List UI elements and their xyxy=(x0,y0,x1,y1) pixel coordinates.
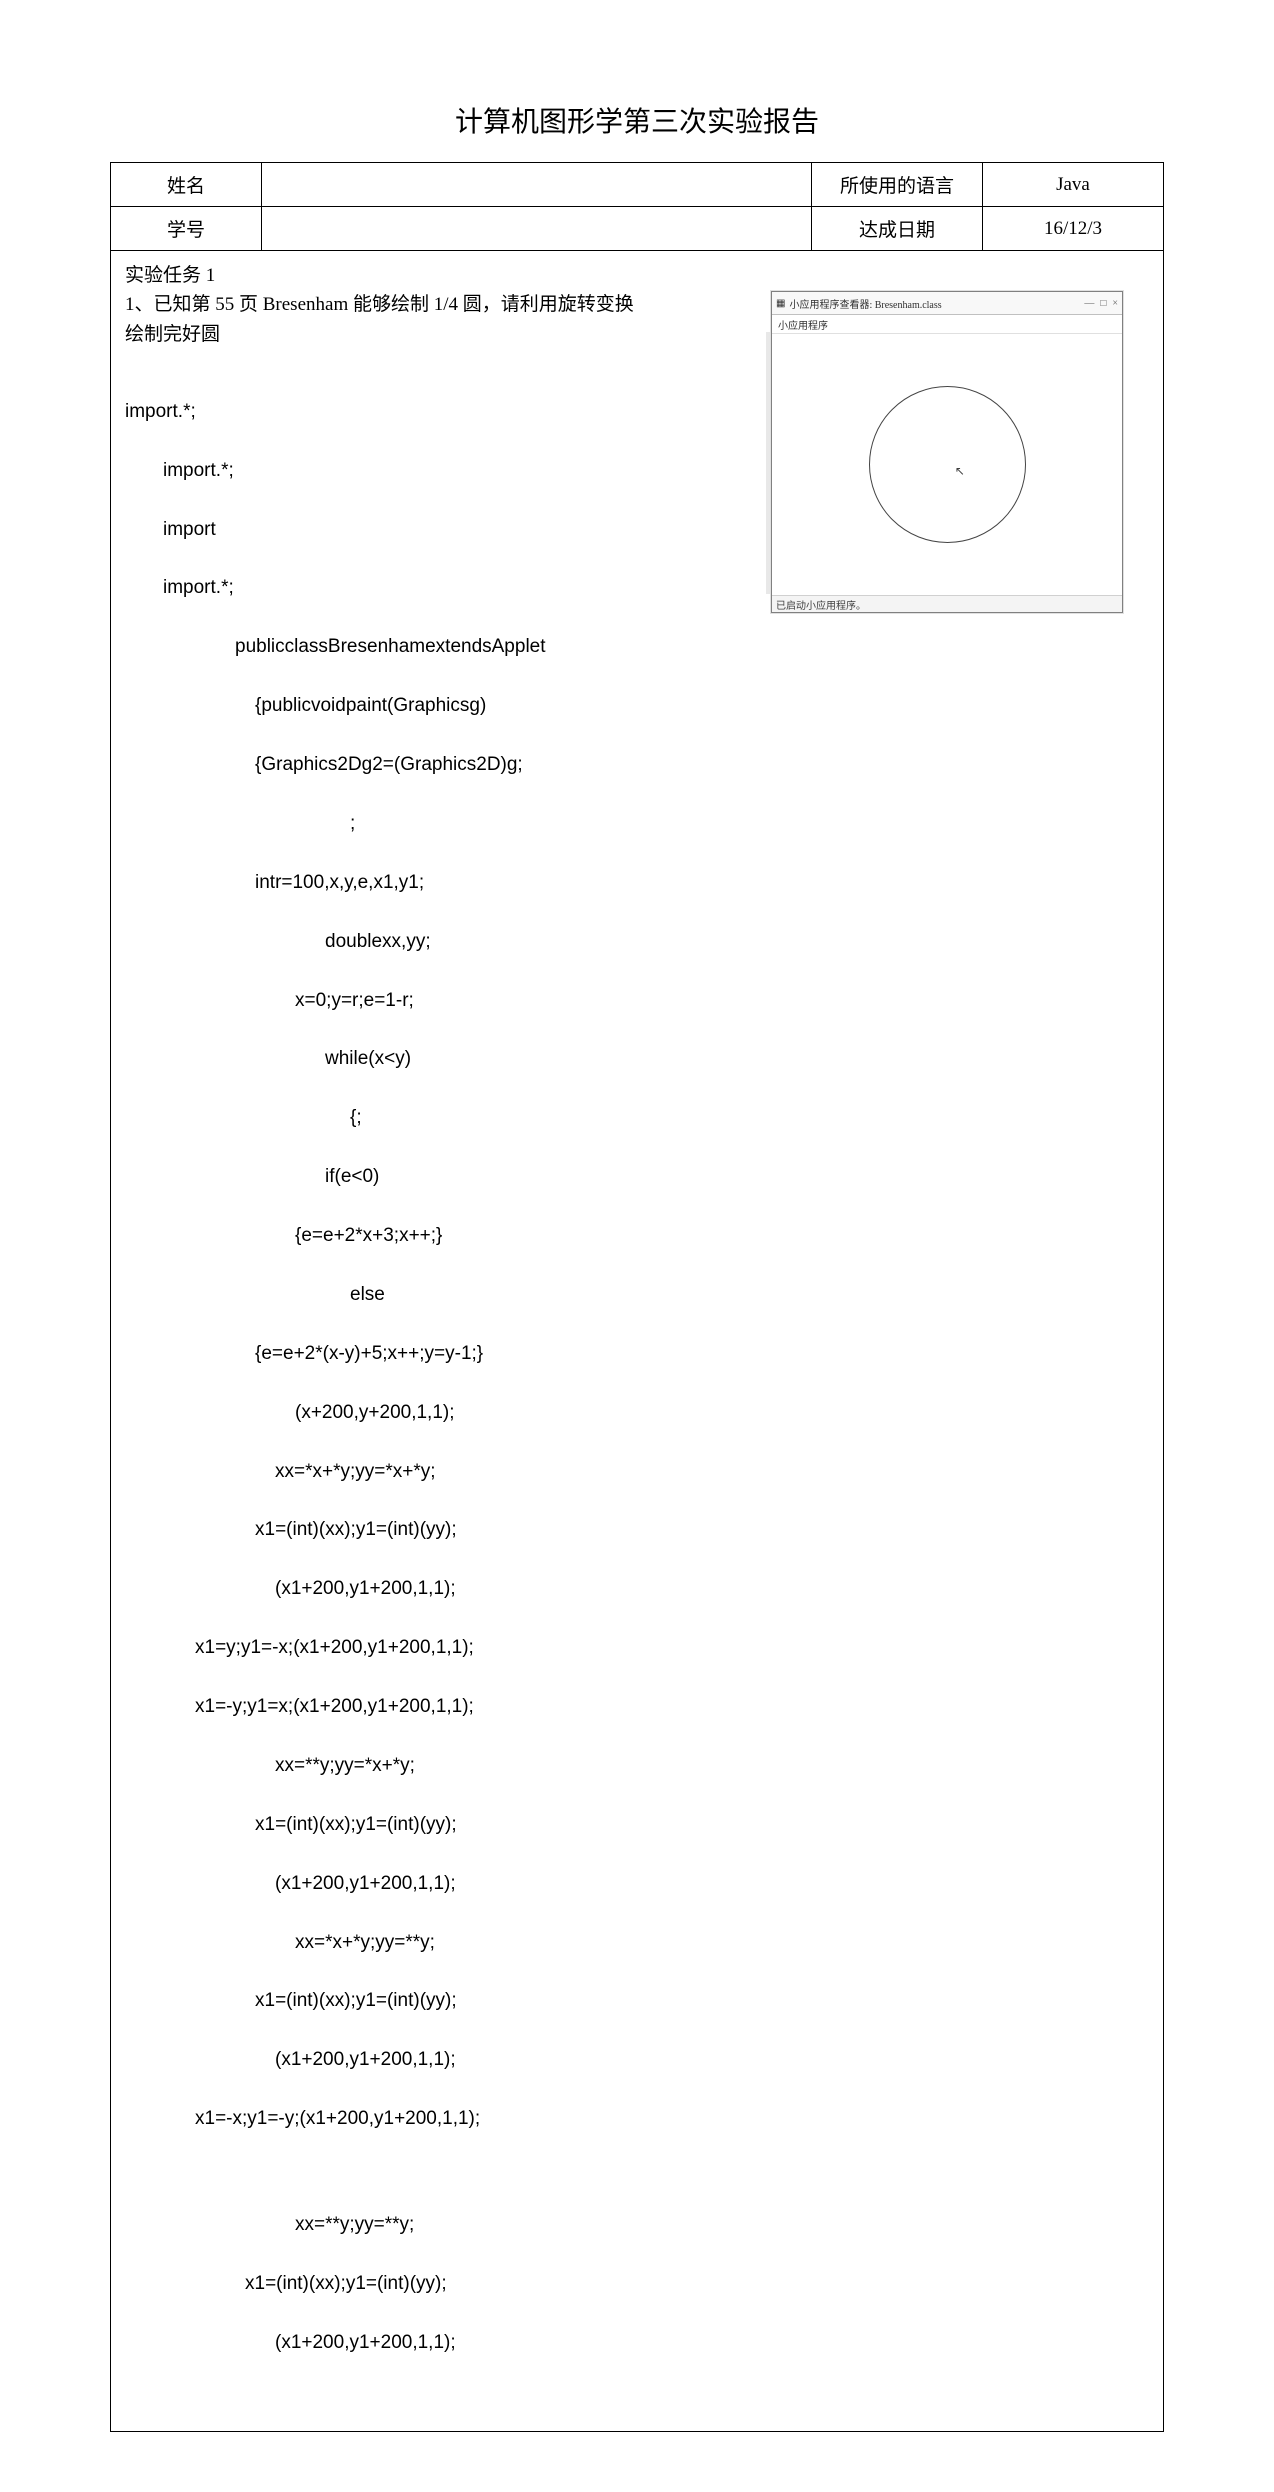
code-line: (x1+200,y1+200,1,1); xyxy=(125,2045,751,2074)
table-row: 姓名 所使用的语言 Java xyxy=(111,163,1164,207)
task-header: 实验任务 1 xyxy=(125,261,751,290)
table-row: 学号 达成日期 16/12/3 xyxy=(111,207,1164,251)
applet-icon: ▦ xyxy=(776,298,785,309)
page: 计算机图形学第三次实验报告 姓名 所使用的语言 Java 学号 达成日期 16/… xyxy=(0,0,1274,2492)
code-line: x1=(int)(xx);y1=(int)(yy); xyxy=(125,1515,751,1544)
applet-canvas: ↖ xyxy=(772,334,1122,594)
code-block: import.*; import.*; import import.*; pub… xyxy=(125,367,751,2416)
code-line: {e=e+2*x+3;x++;} xyxy=(125,1221,751,1250)
minimize-icon[interactable]: — xyxy=(1084,298,1094,309)
code-line: x1=y;y1=-x;(x1+200,y1+200,1,1); xyxy=(125,1633,751,1662)
maximize-icon[interactable]: □ xyxy=(1100,298,1106,309)
applet-window: ▦ 小应用程序查看器: Bresenham.class — □ × xyxy=(771,291,1123,613)
code-line: xx=*x+*y;yy=*x+*y; xyxy=(125,1457,751,1486)
code-line: x1=-y;y1=x;(x1+200,y1+200,1,1); xyxy=(125,1692,751,1721)
name-label: 姓名 xyxy=(111,163,262,207)
figure-pane: ▦ 小应用程序查看器: Bresenham.class — □ × xyxy=(765,251,1163,2431)
body-cell: 实验任务 1 1、已知第 55 页 Bresenham 能够绘制 1/4 圆，请… xyxy=(111,251,1164,2432)
code-line: (x1+200,y1+200,1,1); xyxy=(125,1574,751,1603)
table-row: 实验任务 1 1、已知第 55 页 Bresenham 能够绘制 1/4 圆，请… xyxy=(111,251,1164,2432)
code-line-blank xyxy=(125,2163,751,2181)
code-line: import.*; xyxy=(125,573,751,602)
code-line: (x1+200,y1+200,1,1); xyxy=(125,2328,751,2357)
code-line: x1=(int)(xx);y1=(int)(yy); xyxy=(125,2269,751,2298)
code-line: ; xyxy=(125,809,751,838)
cursor-icon: ↖ xyxy=(955,464,965,479)
code-line: intr=100,x,y,e,x1,y1; xyxy=(125,868,751,897)
task-desc-line: 1、已知第 55 页 Bresenham 能够绘制 1/4 圆，请利用旋转变换 xyxy=(125,290,751,319)
code-line: x1=(int)(xx);y1=(int)(yy); xyxy=(125,1986,751,2015)
date-value: 16/12/3 xyxy=(983,207,1164,251)
applet-status-text: 已启动小应用程序。 xyxy=(776,597,866,612)
code-line: x1=(int)(xx);y1=(int)(yy); xyxy=(125,1810,751,1839)
code-line: import.*; xyxy=(125,397,751,426)
code-line: import.*; xyxy=(125,456,751,485)
code-pane: 实验任务 1 1、已知第 55 页 Bresenham 能够绘制 1/4 圆，请… xyxy=(111,251,765,2431)
id-value xyxy=(262,207,812,251)
code-line: (x1+200,y1+200,1,1); xyxy=(125,1869,751,1898)
task-desc-line: 绘制完好圆 xyxy=(125,320,751,349)
applet-titlebar: ▦ 小应用程序查看器: Bresenham.class — □ × xyxy=(772,292,1122,315)
code-line: {publicvoidpaint(Graphicsg) xyxy=(125,691,751,720)
code-line: publicclassBresenhamextendsApplet xyxy=(125,632,751,661)
code-line: import xyxy=(125,515,751,544)
code-line: xx=**y;yy=*x+*y; xyxy=(125,1751,751,1780)
code-line: while(x<y) xyxy=(125,1044,751,1073)
close-icon[interactable]: × xyxy=(1112,298,1118,309)
page-title: 计算机图形学第三次实验报告 xyxy=(110,100,1164,140)
name-value xyxy=(262,163,812,207)
code-line: x1=-x;y1=-y;(x1+200,y1+200,1,1); xyxy=(125,2104,751,2133)
lang-value: Java xyxy=(983,163,1164,207)
lang-label: 所使用的语言 xyxy=(812,163,983,207)
applet-menu-item[interactable]: 小应用程序 xyxy=(778,317,828,332)
code-line: {; xyxy=(125,1103,751,1132)
code-line: else xyxy=(125,1280,751,1309)
code-line: (x+200,y+200,1,1); xyxy=(125,1398,751,1427)
id-label: 学号 xyxy=(111,207,262,251)
report-table: 姓名 所使用的语言 Java 学号 达成日期 16/12/3 实验任务 1 1、… xyxy=(110,162,1164,2432)
scrollbar-indicator xyxy=(766,332,770,594)
code-line: x=0;y=r;e=1-r; xyxy=(125,986,751,1015)
code-line: {Graphics2Dg2=(Graphics2D)g; xyxy=(125,750,751,779)
date-label: 达成日期 xyxy=(812,207,983,251)
applet-menubar: 小应用程序 xyxy=(772,315,1122,334)
applet-statusbar: 已启动小应用程序。 xyxy=(772,595,1122,612)
window-controls: — □ × xyxy=(1084,298,1118,309)
code-line: doublexx,yy; xyxy=(125,927,751,956)
applet-title-text: 小应用程序查看器: Bresenham.class xyxy=(789,296,941,311)
circle-shape: ↖ xyxy=(869,386,1026,543)
code-line: {e=e+2*(x-y)+5;x++;y=y-1;} xyxy=(125,1339,751,1368)
code-line: xx=*x+*y;yy=**y; xyxy=(125,1928,751,1957)
code-line: xx=**y;yy=**y; xyxy=(125,2210,751,2239)
body-inner: 实验任务 1 1、已知第 55 页 Bresenham 能够绘制 1/4 圆，请… xyxy=(111,251,1163,2431)
code-line: if(e<0) xyxy=(125,1162,751,1191)
